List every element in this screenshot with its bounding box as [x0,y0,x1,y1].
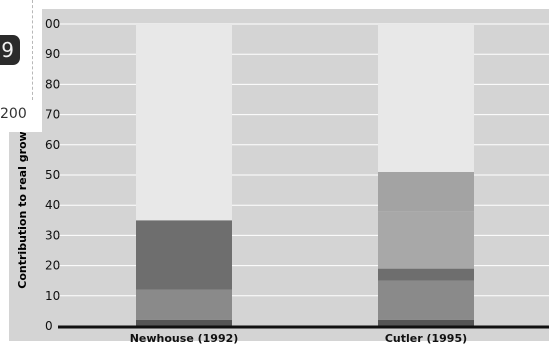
bar-segment [378,24,474,172]
overlay-dashed-line [32,0,33,100]
y-tick-label: 70 [45,108,60,122]
y-tick-label: 20 [45,259,60,273]
y-tick-label: 90 [45,47,60,61]
bar-segment [136,289,232,320]
bar-segment [378,280,474,320]
y-tick-label: 80 [45,77,60,91]
overlay-value: 200 [0,106,27,122]
overlay-panel: 200 [0,0,42,132]
y-tick-label: 60 [45,138,60,152]
y-tick-label: 50 [45,168,60,182]
bar-segment [378,319,474,326]
bar-segment [136,319,232,326]
x-tick-label: Cutler (1995) [385,332,467,345]
y-tick-label: 0 [45,319,53,333]
y-tick-label: 30 [45,228,60,242]
x-tick-label: Newhouse (1992) [130,332,239,345]
y-tick-label: 10 [45,289,60,303]
bar-segment [378,211,474,269]
bar-segment [378,268,474,281]
overlay-badge[interactable]: 9 [0,35,20,65]
y-tick-label: 40 [45,198,60,212]
bar-segment [136,24,232,221]
bar-segment [136,220,232,290]
y-tick-label: 00 [45,17,60,31]
bar-segment [378,171,474,212]
y-axis-label: Contribution to real grow [16,131,29,288]
